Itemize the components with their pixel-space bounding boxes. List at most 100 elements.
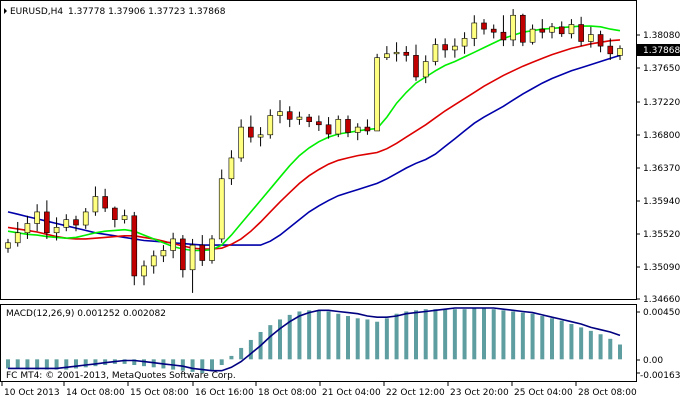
price-tick: 1.38080 xyxy=(643,31,680,41)
macd-histogram-bar xyxy=(452,309,457,360)
bear-candle xyxy=(248,126,254,138)
price-series-layer xyxy=(5,9,623,293)
bull-candle xyxy=(296,116,303,120)
macd-histogram-bar xyxy=(511,311,516,360)
macd-histogram-bar xyxy=(336,313,341,360)
macd-histogram-bar xyxy=(579,327,584,360)
time-label: 23 Oct 20:00 xyxy=(450,388,509,398)
time-label: 15 Oct 08:00 xyxy=(130,388,189,398)
symbol-arrow-icon xyxy=(4,8,7,14)
price-tick: 1.37650 xyxy=(643,64,680,74)
macd-histogram-bar xyxy=(433,309,438,360)
bull-candle xyxy=(393,51,400,55)
bull-candle xyxy=(588,34,594,42)
macd-histogram-bar xyxy=(365,319,370,360)
bear-candle xyxy=(403,51,410,56)
bull-candle xyxy=(267,115,274,136)
bear-candle xyxy=(597,34,604,47)
time-label: 14 Oct 08:00 xyxy=(66,388,125,398)
svg-text:1.37868: 1.37868 xyxy=(643,46,680,56)
bull-candle xyxy=(432,44,439,62)
macd-histogram-bar xyxy=(74,359,78,369)
macd-histogram-bar xyxy=(122,359,127,364)
macd-histogram-bar xyxy=(598,334,603,360)
bear-candle xyxy=(481,22,487,30)
bear-candle xyxy=(578,24,584,42)
price-tick: 1.35520 xyxy=(643,230,680,240)
bull-candle xyxy=(170,238,176,251)
macd-series-layer xyxy=(6,307,622,373)
bull-candle xyxy=(121,215,128,220)
macd-histogram-bar xyxy=(219,359,224,366)
macd-histogram-bar xyxy=(326,311,331,360)
bull-candle xyxy=(238,126,244,159)
macd-histogram-bar xyxy=(423,309,428,360)
macd-histogram-bar xyxy=(443,309,448,360)
bull-candle xyxy=(34,211,40,224)
bear-candle xyxy=(607,45,614,55)
macd-histogram-bar xyxy=(297,311,302,360)
macd-histogram-bar xyxy=(190,359,195,372)
bear-candle xyxy=(500,31,507,41)
macd-histogram-bar xyxy=(54,359,59,370)
macd-histogram-bar xyxy=(384,318,389,360)
macd-indicator-label: MACD(12,26,9) 0.001252 0.002082 xyxy=(6,309,166,319)
ma-mid-line xyxy=(7,39,621,250)
macd-tick: 0.00 xyxy=(643,356,663,366)
ohlc-quotes: 1.37778 1.37906 1.37723 1.37868 xyxy=(68,7,226,17)
macd-histogram-bar xyxy=(569,323,574,360)
time-label: 25 Oct 04:00 xyxy=(514,388,573,398)
bull-candle xyxy=(53,227,60,234)
bear-candle xyxy=(539,28,546,33)
macd-histogram-bar xyxy=(278,319,282,360)
bull-candle xyxy=(5,242,11,249)
bull-candle xyxy=(257,134,264,138)
bear-candle xyxy=(102,196,108,209)
bear-candle xyxy=(73,219,79,226)
price-tick: 1.35940 xyxy=(643,197,680,207)
price-tick: 1.36370 xyxy=(643,164,680,174)
macd-histogram-bar xyxy=(142,359,146,367)
time-label: 22 Oct 12:00 xyxy=(386,388,445,398)
macd-histogram-bar xyxy=(6,359,10,369)
bull-candle xyxy=(150,255,157,267)
bull-candle xyxy=(209,238,215,261)
macd-histogram-bar xyxy=(588,330,593,360)
price-tick: 1.37220 xyxy=(643,98,680,108)
bull-candle xyxy=(218,178,225,240)
price-tick: 1.34660 xyxy=(643,295,680,305)
macd-histogram-bar xyxy=(210,359,214,371)
macd-histogram-bar xyxy=(25,359,30,370)
macd-histogram-bar xyxy=(346,316,350,360)
macd-axis: 0.004504 0.00 -0.001639 xyxy=(637,308,680,381)
time-label: 18 Oct 08:00 xyxy=(258,388,317,398)
bear-candle xyxy=(345,119,351,133)
macd-histogram-bar xyxy=(200,359,205,373)
macd-histogram-bar xyxy=(35,359,40,370)
macd-panel-frame xyxy=(0,304,637,382)
bull-candle xyxy=(568,24,575,35)
bear-candle xyxy=(180,238,186,271)
bear-candle xyxy=(325,124,332,135)
macd-histogram-bar xyxy=(559,320,564,360)
bull-candle xyxy=(335,119,342,135)
macd-histogram-bar xyxy=(501,310,506,360)
bear-candle xyxy=(316,121,322,126)
macd-histogram-bar xyxy=(287,314,292,360)
macd-histogram-bar xyxy=(93,359,98,367)
bull-candle xyxy=(549,26,555,33)
price-axis: 1.38080 1.37650 1.37220 1.36800 1.36370 … xyxy=(637,31,680,305)
macd-histogram-bar xyxy=(307,310,312,360)
macd-histogram-bar xyxy=(394,313,399,360)
bull-candle xyxy=(141,265,147,277)
macd-histogram-bar xyxy=(248,339,253,360)
macd-tick: -0.001639 xyxy=(640,371,680,381)
macd-histogram-bar xyxy=(462,309,467,360)
time-label: 10 Oct 2013 xyxy=(4,388,60,398)
macd-histogram-bar xyxy=(530,313,535,360)
bear-candle xyxy=(112,207,118,220)
macd-histogram-bar xyxy=(229,355,234,360)
bull-candle xyxy=(24,223,31,234)
